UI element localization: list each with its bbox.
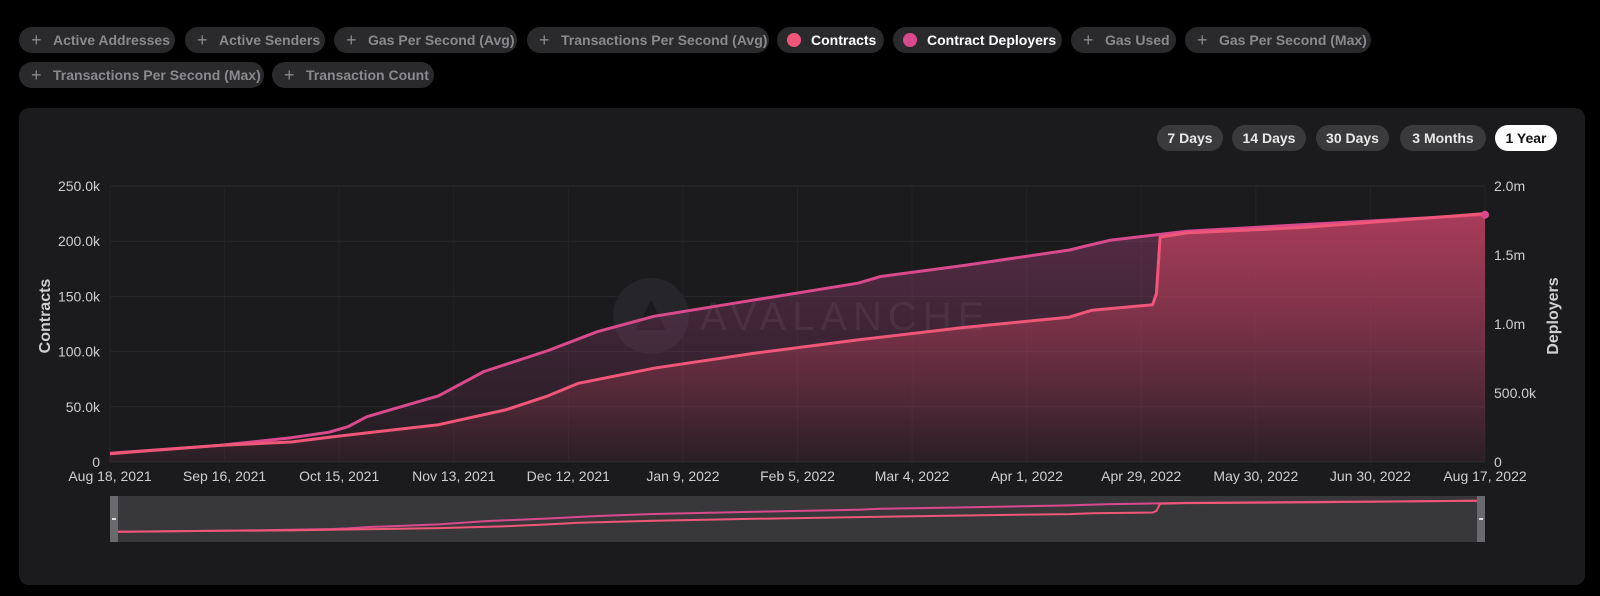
metric-chip-label: Contracts: [811, 32, 877, 48]
metric-chip-label: Active Addresses: [53, 32, 170, 48]
metric-chip-label: Transactions Per Second (Max): [53, 67, 261, 83]
x-tick-label: Jun 30, 2022: [1330, 468, 1411, 484]
series-color-dot: [903, 33, 917, 47]
metric-chip-transaction-count[interactable]: + Transaction Count: [272, 62, 434, 88]
metric-chip-label: Transactions Per Second (Avg): [561, 32, 768, 48]
metric-chip-contract-deployers[interactable]: Contract Deployers: [893, 27, 1062, 53]
plus-icon: +: [31, 65, 42, 85]
metric-chip-transactions-per-second-max[interactable]: + Transactions Per Second (Max): [19, 62, 264, 88]
y-left-tick-label: 100.0k: [58, 344, 101, 360]
plus-icon: +: [1197, 30, 1208, 50]
handle-grip-icon: [112, 518, 116, 520]
y-left-axis-title: Contracts: [37, 279, 54, 354]
navigator-series-line: [109, 499, 1486, 533]
y-right-tick-label: 0: [1494, 454, 1502, 470]
y-left-tick-label: 250.0k: [58, 178, 101, 194]
metric-chip-label: Gas Used: [1105, 32, 1170, 48]
y-left-tick-label: 0: [92, 454, 100, 470]
x-tick-label: Aug 18, 2021: [68, 468, 152, 484]
range-button-3-months[interactable]: 3 Months: [1400, 125, 1486, 151]
x-tick-label: Feb 5, 2022: [760, 468, 835, 484]
metric-chip-contracts[interactable]: Contracts: [777, 27, 884, 53]
plus-icon: +: [197, 30, 208, 50]
plus-icon: +: [31, 30, 42, 50]
metric-chip-label: Contract Deployers: [927, 32, 1057, 48]
metric-chip-gas-used[interactable]: + Gas Used: [1071, 27, 1176, 53]
y-left-tick-label: 50.0k: [66, 399, 101, 415]
metric-chip-transactions-per-second-avg[interactable]: + Transactions Per Second (Avg): [527, 27, 769, 53]
plus-icon: +: [284, 65, 295, 85]
range-button-7-days[interactable]: 7 Days: [1157, 125, 1223, 151]
range-button-1-year[interactable]: 1 Year: [1495, 125, 1557, 151]
x-tick-label: Mar 4, 2022: [875, 468, 950, 484]
plus-icon: +: [1083, 30, 1094, 50]
range-button-14-days[interactable]: 14 Days: [1232, 125, 1306, 151]
metric-chip-gas-per-second-max[interactable]: + Gas Per Second (Max): [1185, 27, 1371, 53]
series-color-dot: [787, 33, 801, 47]
y-right-axis-title: Deployers: [1545, 277, 1562, 354]
series-area-contracts: [110, 213, 1485, 462]
handle-grip-icon: [1479, 518, 1483, 520]
x-tick-label: Apr 1, 2022: [990, 468, 1063, 484]
x-tick-label: Jan 9, 2022: [646, 468, 719, 484]
plus-icon: +: [539, 30, 550, 50]
metric-chip-active-addresses[interactable]: + Active Addresses: [19, 27, 175, 53]
metric-chip-label: Gas Per Second (Avg): [368, 32, 515, 48]
metric-chip-label: Gas Per Second (Max): [1219, 32, 1367, 48]
series-end-marker[interactable]: [1481, 210, 1489, 219]
x-tick-label: Nov 13, 2021: [412, 468, 495, 484]
metric-chip-active-senders[interactable]: + Active Senders: [185, 27, 325, 53]
metric-chip-label: Transaction Count: [306, 67, 429, 83]
metric-chip-gas-per-second-avg[interactable]: + Gas Per Second (Avg): [334, 27, 517, 53]
metric-chip-label: Active Senders: [219, 32, 321, 48]
y-left-tick-label: 150.0k: [58, 288, 101, 304]
y-right-tick-label: 500.0k: [1494, 385, 1537, 401]
y-right-tick-label: 1.0m: [1494, 316, 1525, 332]
series-line-contracts[interactable]: [109, 212, 1486, 456]
y-right-tick-label: 1.5m: [1494, 247, 1525, 263]
x-tick-label: May 30, 2022: [1213, 468, 1298, 484]
x-tick-label: Sep 16, 2021: [183, 468, 267, 484]
y-left-tick-label: 200.0k: [58, 233, 101, 249]
range-button-30-days[interactable]: 30 Days: [1316, 125, 1389, 151]
x-tick-label: Oct 15, 2021: [299, 468, 379, 484]
x-tick-label: Aug 17, 2022: [1443, 468, 1527, 484]
y-right-tick-label: 2.0m: [1494, 178, 1525, 194]
series-line-contract-deployers[interactable]: [109, 213, 1486, 455]
plus-icon: +: [346, 30, 357, 50]
x-tick-label: Apr 29, 2022: [1101, 468, 1181, 484]
x-tick-label: Dec 12, 2021: [527, 468, 610, 484]
